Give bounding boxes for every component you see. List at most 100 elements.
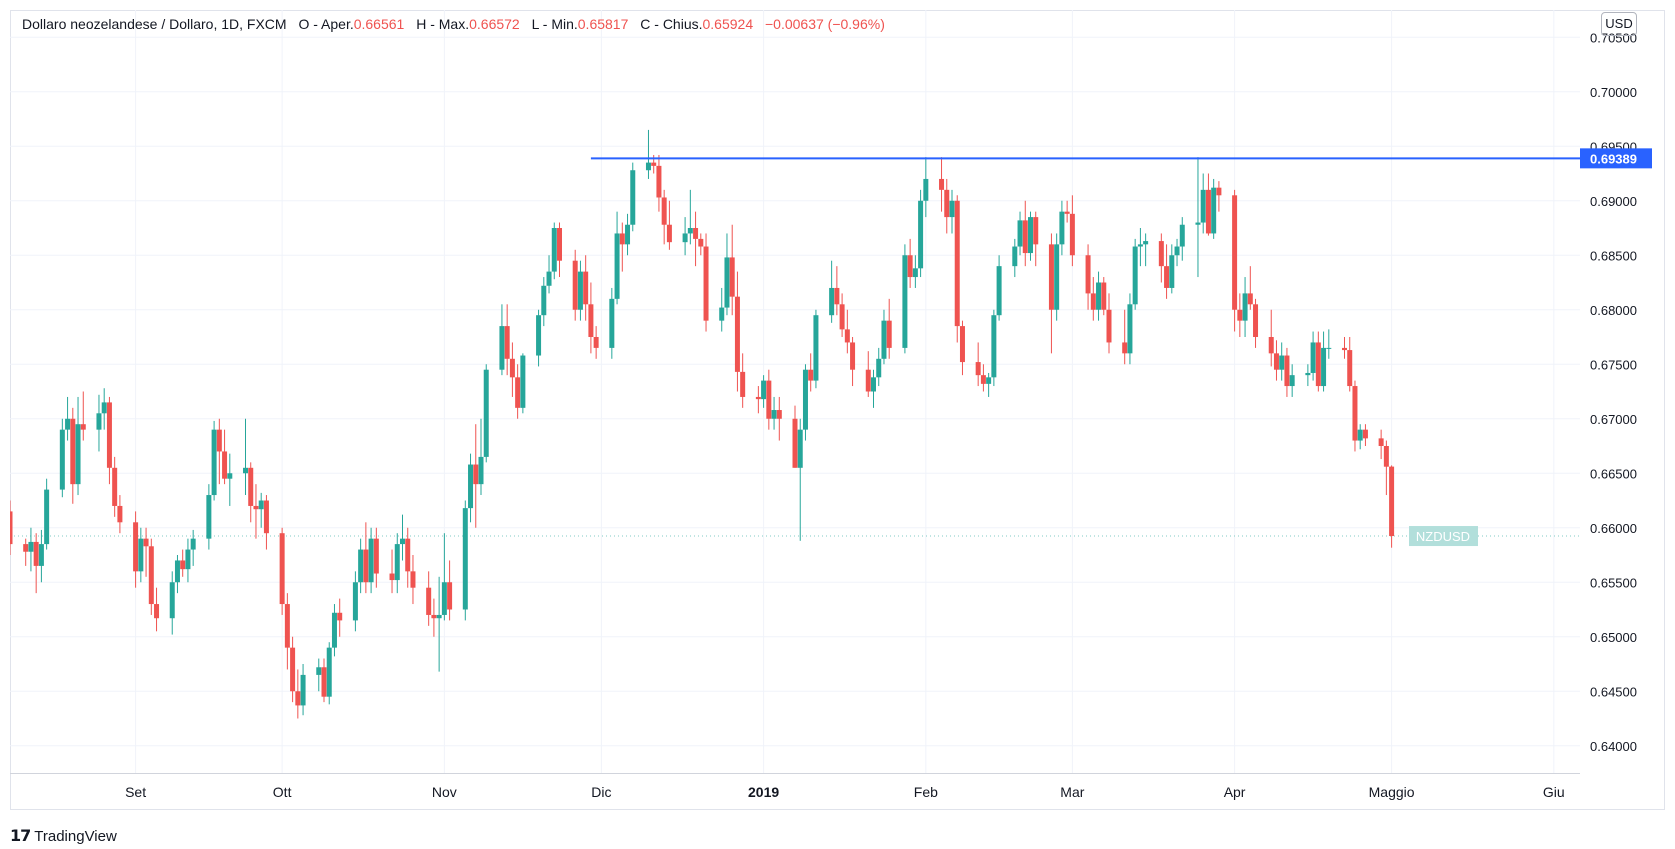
candle[interactable]	[358, 538, 364, 594]
candle[interactable]	[473, 424, 479, 528]
candle[interactable]	[881, 309, 887, 365]
candle[interactable]	[954, 195, 960, 343]
candle[interactable]	[693, 211, 699, 267]
candle[interactable]	[23, 538, 29, 566]
candle[interactable]	[243, 418, 248, 496]
candle[interactable]	[101, 388, 107, 430]
candle[interactable]	[1279, 342, 1285, 381]
candle[interactable]	[1090, 277, 1096, 321]
candle[interactable]	[509, 342, 515, 397]
candle[interactable]	[478, 418, 484, 496]
candle[interactable]	[583, 255, 589, 321]
candle[interactable]	[734, 271, 740, 392]
candle[interactable]	[1143, 233, 1149, 267]
candle[interactable]	[1216, 181, 1222, 212]
candle[interactable]	[656, 154, 662, 212]
candle[interactable]	[38, 529, 44, 583]
candle[interactable]	[844, 309, 850, 354]
candle[interactable]	[609, 287, 615, 359]
candlestick-chart[interactable]: NZDUSD	[10, 10, 1580, 773]
candle[interactable]	[980, 364, 986, 392]
candle[interactable]	[1378, 429, 1384, 460]
candle[interactable]	[363, 522, 369, 594]
candle[interactable]	[284, 593, 290, 670]
candle[interactable]	[1179, 217, 1185, 261]
candle[interactable]	[912, 255, 918, 288]
candle[interactable]	[44, 478, 50, 550]
candle[interactable]	[834, 266, 840, 316]
candle[interactable]	[886, 298, 892, 359]
candle[interactable]	[619, 222, 625, 272]
candle[interactable]	[1315, 331, 1321, 392]
candle[interactable]	[59, 418, 65, 498]
candle[interactable]	[106, 396, 112, 485]
candle[interactable]	[394, 533, 400, 594]
candle[interactable]	[75, 396, 81, 496]
candle[interactable]	[321, 658, 327, 703]
candle[interactable]	[808, 353, 814, 392]
candle[interactable]	[1048, 233, 1054, 354]
candle[interactable]	[169, 571, 175, 635]
candle[interactable]	[154, 587, 160, 632]
candle[interactable]	[986, 372, 992, 397]
candle[interactable]	[28, 527, 34, 572]
candle[interactable]	[1200, 173, 1206, 234]
candle[interactable]	[771, 396, 777, 430]
candle[interactable]	[666, 200, 672, 250]
candle[interactable]	[1174, 238, 1180, 267]
candle[interactable]	[792, 405, 798, 468]
candle[interactable]	[1022, 200, 1028, 267]
candle[interactable]	[536, 309, 542, 367]
candle[interactable]	[661, 189, 667, 245]
candle[interactable]	[1362, 424, 1368, 446]
candle[interactable]	[216, 418, 222, 485]
candle[interactable]	[1012, 238, 1018, 278]
symbol-description[interactable]: Dollaro neozelandese / Dollaro, 1D, FXCM	[22, 16, 287, 32]
candle[interactable]	[1247, 266, 1253, 310]
candle[interactable]	[373, 527, 379, 588]
candle[interactable]	[499, 304, 505, 376]
candle[interactable]	[682, 217, 688, 256]
candle[interactable]	[290, 636, 296, 703]
candle[interactable]	[143, 527, 149, 577]
candle[interactable]	[572, 249, 578, 321]
candle[interactable]	[698, 233, 704, 256]
currency-selector[interactable]: USD	[1601, 12, 1637, 36]
candle[interactable]	[876, 347, 882, 387]
candle[interactable]	[70, 407, 76, 504]
price-axis[interactable]: 0.70500 0.70000 0.69500 0.69000 0.68500 0.680…	[1580, 10, 1665, 810]
candle[interactable]	[65, 396, 71, 441]
candle[interactable]	[211, 420, 217, 501]
candle[interactable]	[1096, 271, 1102, 321]
candle[interactable]	[1132, 238, 1138, 310]
candle[interactable]	[546, 255, 552, 294]
candle[interactable]	[1310, 331, 1316, 381]
candle[interactable]	[138, 527, 144, 583]
candle[interactable]	[719, 287, 725, 332]
candle[interactable]	[405, 527, 411, 588]
candle[interactable]	[227, 453, 233, 506]
candle[interactable]	[850, 337, 856, 387]
candle[interactable]	[839, 293, 845, 337]
candle[interactable]	[410, 555, 416, 605]
candle[interactable]	[625, 213, 631, 256]
candle[interactable]	[1232, 189, 1238, 332]
footer-branding[interactable]: 𝟭𝟳 TradingView	[10, 826, 117, 846]
candle[interactable]	[331, 604, 337, 657]
candle[interactable]	[551, 222, 557, 280]
candle[interactable]	[436, 576, 442, 672]
candle[interactable]	[520, 353, 526, 414]
candle[interactable]	[1127, 293, 1133, 365]
candle[interactable]	[766, 369, 772, 430]
candle[interactable]	[593, 326, 599, 359]
candle[interactable]	[871, 369, 876, 408]
candle[interactable]	[944, 178, 950, 234]
candle[interactable]	[975, 342, 981, 387]
candle[interactable]	[117, 495, 123, 534]
candle[interactable]	[1195, 157, 1201, 278]
candle[interactable]	[80, 391, 86, 441]
candle[interactable]	[1357, 424, 1363, 450]
candle[interactable]	[1158, 233, 1164, 283]
candle[interactable]	[1352, 380, 1358, 452]
candle[interactable]	[776, 396, 782, 441]
